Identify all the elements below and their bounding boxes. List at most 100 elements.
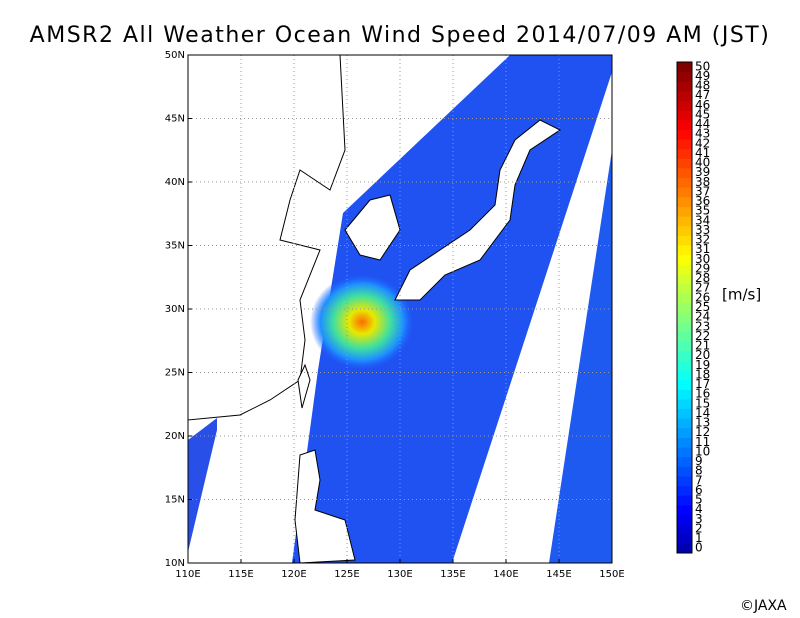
colorbar-label: 9 (695, 454, 703, 468)
colorbar-label: 17 (695, 377, 710, 391)
colorbar-label: 24 (695, 310, 710, 324)
colorbar-band (677, 244, 692, 256)
colorbar-band (677, 177, 692, 188)
colorbar-label: 8 (695, 464, 703, 478)
colorbar-band (677, 398, 692, 410)
lon-label: 135E (440, 569, 465, 580)
colorbar-label: 42 (695, 136, 710, 150)
lat-label: 40N (165, 177, 185, 188)
colorbar-band (677, 504, 692, 515)
colorbar-label: 47 (695, 88, 710, 102)
colorbar-label: 19 (695, 358, 710, 372)
land-korea (344, 194, 401, 261)
colorbar-label: 27 (695, 281, 710, 295)
lat-label: 30N (165, 304, 185, 315)
colorbar-label: 14 (695, 406, 710, 420)
colorbar-label: 32 (695, 233, 710, 247)
colorbar-band (677, 129, 692, 140)
lon-label: 125E (334, 569, 359, 580)
colorbar-band (677, 466, 692, 477)
colorbar-band (677, 71, 692, 82)
colorbar-label: 21 (695, 339, 710, 353)
colorbar-band (677, 254, 692, 265)
colorbar-band (677, 408, 692, 419)
colorbar-band (677, 167, 692, 179)
land-japan (394, 119, 561, 301)
colorbar-label: 25 (695, 300, 710, 314)
land-mainland (187, 54, 346, 421)
colorbar-label: 7 (695, 473, 703, 487)
colorbar-label: 2 (695, 521, 703, 535)
colorbar-band (677, 437, 692, 448)
colorbar-band (677, 119, 692, 130)
colorbar-band (677, 456, 692, 467)
lon-label: 110E (175, 569, 200, 580)
colorbar-label: 18 (695, 367, 710, 381)
colorbar-band (677, 418, 692, 429)
colorbar-label: 12 (695, 425, 710, 439)
colorbar-band (677, 62, 692, 73)
colorbar-band (677, 312, 692, 323)
colorbar-label: 36 (695, 194, 710, 208)
colorbar-label: 26 (695, 290, 710, 304)
colorbar-label: 6 (695, 483, 703, 497)
colorbar-label: 48 (695, 79, 710, 93)
swath (549, 150, 612, 563)
lat-label: 25N (165, 368, 185, 379)
colorbar-band (677, 216, 692, 227)
colorbar-band (677, 110, 692, 121)
colorbar-unit: [m/s] (722, 286, 761, 304)
land-taiwan (297, 363, 311, 409)
colorbar-label: 45 (695, 107, 710, 121)
colorbar-label: 20 (695, 348, 710, 362)
lat-label: 10N (165, 558, 185, 569)
land-philippines (294, 449, 356, 564)
lat-label: 35N (165, 241, 185, 252)
colorbar-band (677, 427, 692, 438)
colorbar-band (677, 524, 692, 535)
lat-label: 45N (165, 114, 185, 125)
colorbar-band (677, 379, 692, 390)
colorbar-band (677, 302, 692, 313)
colorbar-band (677, 158, 692, 169)
colorbar-band (677, 485, 692, 496)
colorbar-band (677, 187, 692, 198)
colorbar-label: 10 (695, 444, 710, 458)
colorbar-label: 46 (695, 98, 710, 112)
colorbar-band (677, 235, 692, 246)
colorbar-band (677, 533, 692, 544)
colorbar-band (677, 495, 692, 506)
colorbar-band (677, 543, 692, 554)
colorbar-band (677, 90, 692, 102)
lon-label: 115E (228, 569, 253, 580)
storm (310, 274, 414, 370)
colorbar-band (677, 100, 692, 111)
lon-label: 130E (387, 569, 412, 580)
colorbar-label: 43 (695, 127, 710, 141)
colorbar-band (677, 331, 692, 342)
colorbar-label: 1 (695, 531, 703, 545)
colorbar-label: 40 (695, 156, 710, 170)
colorbar-band (677, 447, 692, 458)
lon-label: 150E (599, 569, 624, 580)
colorbar-label: 4 (695, 502, 703, 516)
colorbar-band (677, 283, 692, 294)
colorbar-label: 33 (695, 223, 710, 237)
colorbar-label: 41 (695, 146, 710, 160)
colorbar-frame (676, 61, 693, 554)
colorbar-label: 38 (695, 175, 710, 189)
colorbar-label: 16 (695, 387, 710, 401)
map-frame (187, 54, 613, 564)
colorbar-label: 39 (695, 165, 710, 179)
colorbar-band (677, 139, 692, 150)
colorbar-band (677, 148, 692, 159)
colorbar: 0123456789101112131415161718192021222324… (676, 59, 710, 555)
lat-label: 15N (165, 495, 185, 506)
colorbar-band (677, 273, 692, 284)
colorbar-label: 23 (695, 319, 710, 333)
lat-label: 20N (165, 431, 185, 442)
lon-label: 140E (493, 569, 518, 580)
colorbar-band (677, 370, 692, 381)
colorbar-label: 37 (695, 184, 710, 198)
